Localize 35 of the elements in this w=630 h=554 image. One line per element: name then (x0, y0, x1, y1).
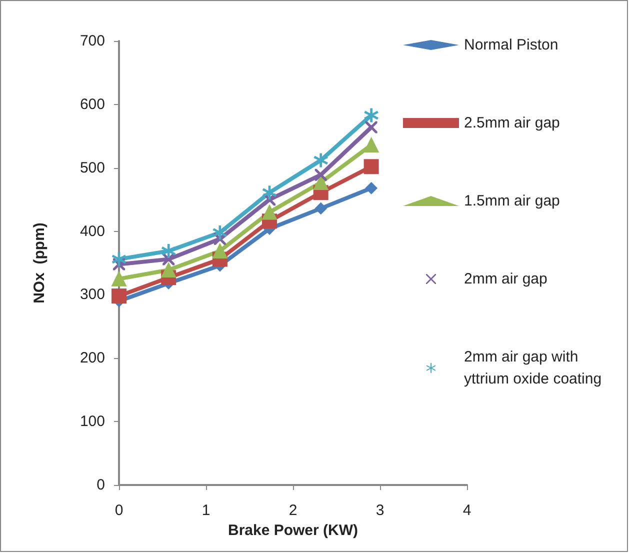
point (364, 108, 378, 122)
legend-label: 1.5mm air gap (464, 192, 560, 210)
point (112, 288, 126, 304)
point (112, 252, 126, 266)
y-tick-label: 300 (80, 286, 105, 304)
point (365, 182, 378, 194)
legend-label: 2mm air gap with yttrium oxide coating (464, 348, 602, 388)
point (112, 271, 126, 286)
x-tick-label: 4 (462, 502, 472, 519)
y-tick-label: 100 (80, 413, 105, 430)
point (364, 138, 379, 153)
point (212, 226, 227, 240)
x-tick-label: 2 (288, 502, 298, 519)
y-tick-label: 200 (80, 350, 105, 367)
y-tick-label: 0 (96, 476, 105, 494)
legend-label: 2mm air gap (464, 270, 548, 288)
point (161, 262, 176, 278)
point (314, 202, 327, 214)
point (262, 204, 278, 220)
point (212, 243, 228, 258)
y-axis-title: NOx (ppm) (31, 222, 48, 304)
x-tick-label: 1 (202, 502, 210, 519)
x-axis-title: Brake Power (KW) (228, 522, 358, 539)
point (364, 159, 379, 174)
point (262, 186, 277, 200)
legend-label: Normal Piston (464, 36, 558, 54)
x-tick-label: 3 (376, 502, 384, 519)
legend-label: 2.5mm air gap (464, 114, 560, 132)
y-tick-label: 600 (80, 96, 105, 113)
y-tick-label: 500 (80, 159, 105, 176)
y-tick-label: 400 (80, 222, 105, 240)
point (162, 244, 176, 258)
x-tick-label: 0 (114, 502, 124, 519)
y-tick-label: 700 (80, 32, 105, 50)
point (314, 153, 328, 168)
